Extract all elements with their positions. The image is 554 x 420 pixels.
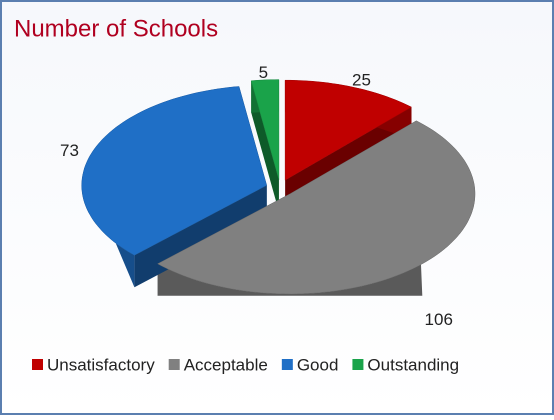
chart-title: Number of Schools	[14, 15, 218, 42]
legend-label: Acceptable	[184, 355, 268, 374]
data-label: 25	[352, 71, 371, 90]
slice-edge	[251, 80, 279, 212]
legend-swatch	[32, 359, 43, 370]
slice	[250, 79, 280, 180]
data-label: 73	[60, 141, 79, 160]
pie: 25 106 73 5	[60, 63, 476, 329]
legend-swatch	[281, 359, 293, 370]
slice	[284, 79, 413, 181]
legend-swatch	[168, 359, 180, 370]
data-label: 106	[425, 310, 453, 329]
legend: Unsatisfactory Acceptable Good Outstanding	[32, 355, 459, 374]
slice	[81, 86, 268, 256]
legend-label: Good	[297, 355, 339, 374]
legend-label: Unsatisfactory	[47, 355, 155, 374]
legend-label: Outstanding	[367, 355, 459, 374]
legend-swatch	[352, 359, 364, 370]
data-label: 5	[259, 63, 268, 82]
slice	[157, 120, 476, 295]
